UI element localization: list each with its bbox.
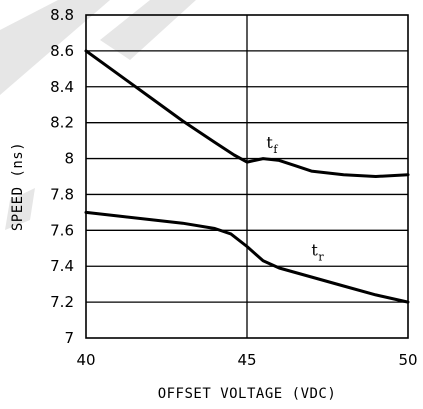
y-tick-label: 7.2 — [50, 293, 74, 311]
y-tick-label: 8.4 — [50, 78, 74, 96]
series-label-sub-r: r — [318, 250, 324, 263]
x-axis-title: OFFSET VOLTAGE (VDC) — [158, 386, 337, 402]
y-axis-title: SPEED (ns) — [10, 142, 26, 231]
tick-labels: 7 7.2 7.4 7.6 7.8 8 8.2 8.4 8.6 8.8 40 45 50 — [50, 6, 417, 369]
y-tick-label: 8.6 — [50, 42, 74, 60]
watermark — [0, 0, 196, 230]
y-tick-label: 8.2 — [50, 114, 74, 132]
x-tick-label: 45 — [237, 351, 256, 369]
y-tick-label: 7 — [64, 329, 74, 347]
x-tick-label: 50 — [398, 351, 417, 369]
y-tick-label: 8 — [64, 150, 74, 168]
y-tick-label: 7.8 — [50, 185, 74, 203]
series-label-r: t — [311, 240, 318, 259]
y-tick-label: 7.4 — [50, 257, 74, 275]
series-line-f — [84, 49, 410, 178]
series-label-sub-f: f — [273, 143, 278, 156]
grid — [86, 15, 408, 338]
plot-frame — [85, 14, 409, 339]
x-tick-label: 40 — [76, 351, 95, 369]
y-tick-label: 8.8 — [50, 6, 74, 24]
series-layer: t ft r — [84, 49, 410, 304]
series-line-r — [84, 210, 410, 304]
series-label-f: t — [266, 133, 273, 152]
y-tick-label: 7.6 — [50, 221, 74, 239]
